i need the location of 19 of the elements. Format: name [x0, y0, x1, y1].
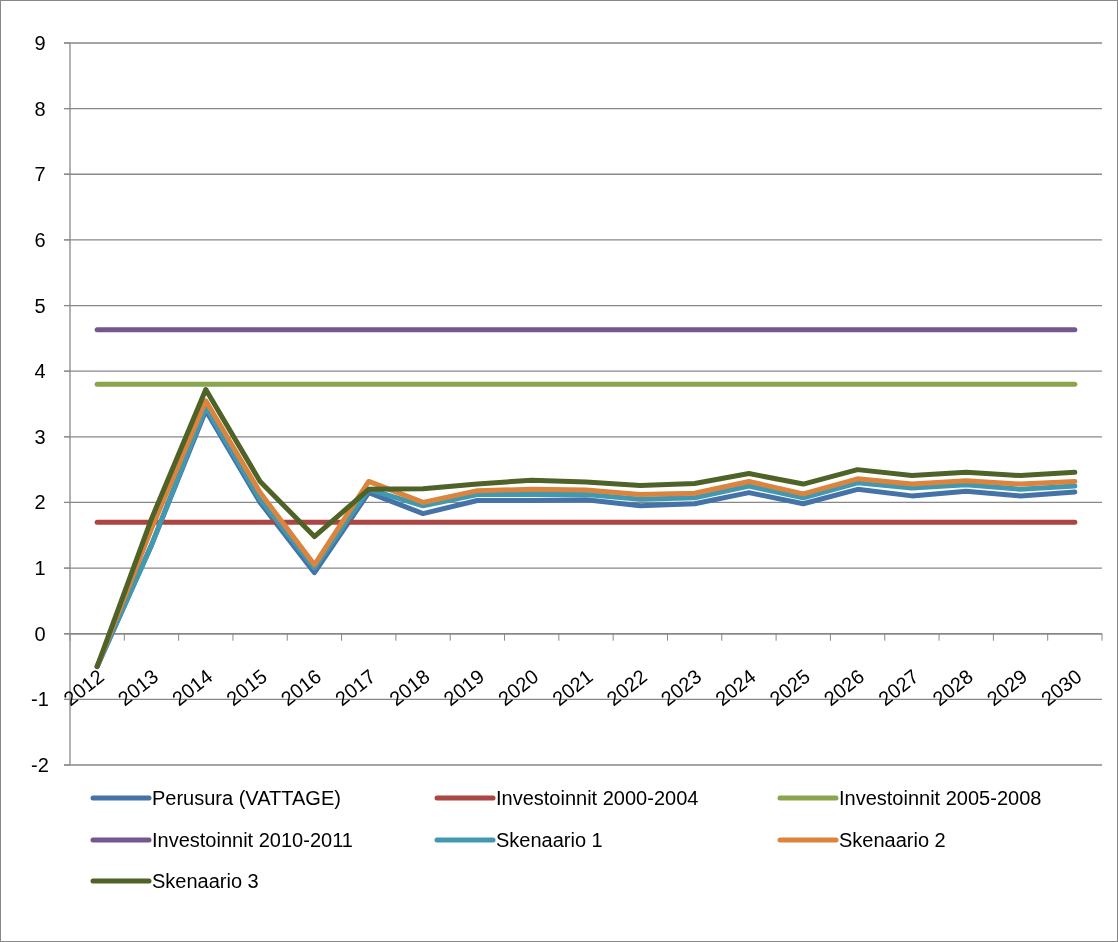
y-tick-label: 2: [34, 491, 46, 514]
y-tick-label: 4: [34, 360, 46, 383]
legend-label: Investoinnit 2010-2011: [152, 829, 353, 851]
legend-label: Skenaario 1: [496, 829, 603, 851]
y-tick-label: -1: [31, 688, 49, 711]
y-tick-label: 8: [34, 97, 46, 120]
y-tick-label: 7: [34, 163, 46, 186]
y-tick-label: -2: [31, 754, 49, 776]
legend-label: Skenaario 3: [152, 870, 259, 892]
y-tick-label: 1: [34, 557, 46, 580]
legend-label: Skenaario 2: [839, 829, 946, 851]
y-tick-label: 9: [34, 32, 46, 54]
legend-label: Investoinnit 2005-2008: [839, 787, 1042, 809]
legend-label: Investoinnit 2000-2004: [496, 787, 699, 809]
y-tick-label: 5: [34, 294, 46, 317]
legend-label: Perusura (VATTAGE): [152, 787, 341, 809]
y-tick-label: 0: [34, 622, 46, 645]
y-tick-label: 3: [34, 425, 46, 448]
y-tick-label: 6: [34, 228, 46, 251]
